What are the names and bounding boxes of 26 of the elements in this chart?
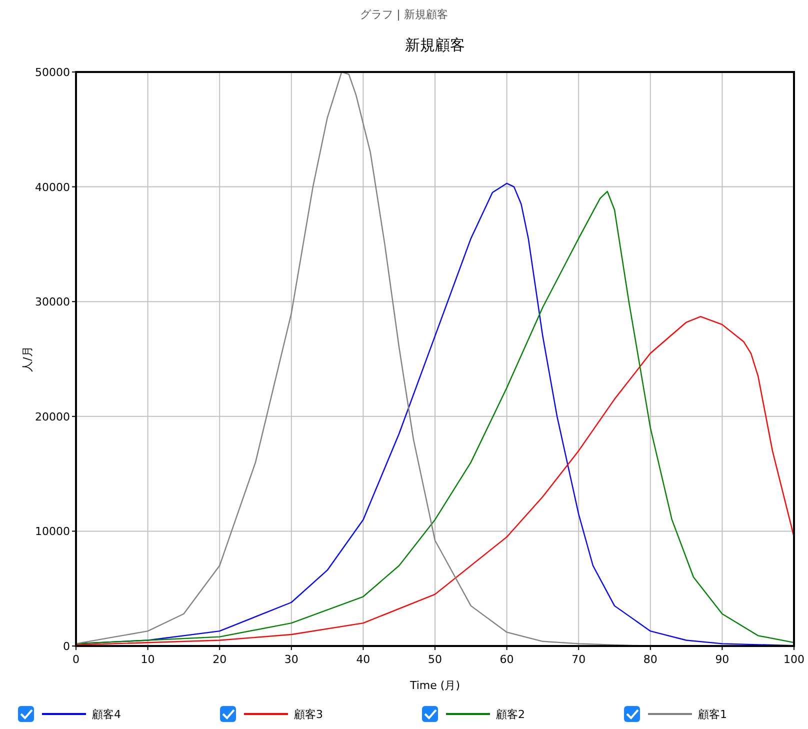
x-axis-title: Time (月) <box>409 679 460 692</box>
x-tick-label: 80 <box>643 653 658 666</box>
legend-label: 顧客3 <box>294 708 323 721</box>
x-tick-label: 10 <box>140 653 155 666</box>
y-axis-title: 人/月 <box>21 346 34 372</box>
x-tick-label: 20 <box>212 653 227 666</box>
y-tick-label: 40000 <box>35 180 70 194</box>
y-tick-label: 30000 <box>35 296 70 309</box>
x-tick-label: 40 <box>356 653 370 666</box>
legend-label: 顧客4 <box>92 708 121 721</box>
x-tick-label: 30 <box>284 653 298 666</box>
y-tick-label: 10000 <box>35 525 70 538</box>
x-tick-label: 60 <box>500 653 514 666</box>
x-tick-label: 90 <box>715 653 730 666</box>
legend-label: 顧客1 <box>698 708 727 721</box>
chart-title: 新規顧客 <box>405 36 465 54</box>
x-tick-label: 50 <box>428 653 442 666</box>
legend-label: 顧客2 <box>496 708 525 721</box>
line-series <box>75 316 795 646</box>
y-tick-label: 0 <box>63 640 70 653</box>
x-tick-label: 100 <box>784 653 804 666</box>
y-tick-label: 50000 <box>35 66 70 79</box>
x-tick-label: 0 <box>72 653 80 666</box>
y-tick-label: 20000 <box>35 410 70 424</box>
x-tick-label: 70 <box>572 653 586 666</box>
text: グラフ | 新規顧客 <box>360 8 448 21</box>
